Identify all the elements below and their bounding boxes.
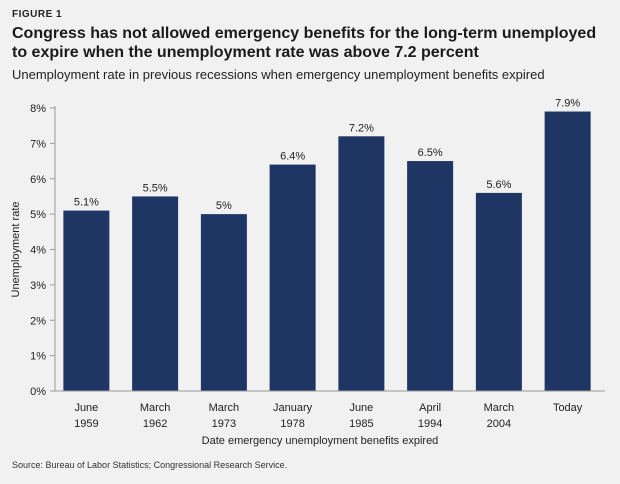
bar-value-label: 7.9% (555, 98, 580, 110)
figure-label: FIGURE 1 (12, 9, 63, 20)
source-note: Source: Bureau of Labor Statistics; Cong… (12, 460, 288, 470)
x-tick-label: March (140, 402, 171, 414)
bar-value-label: 5.5% (143, 182, 168, 194)
x-tick-label: April (419, 402, 441, 414)
y-tick-label: 5% (30, 209, 46, 221)
y-axis-label: Unemployment rate (10, 202, 22, 298)
x-tick-label: Today (553, 402, 583, 414)
bar (338, 136, 385, 391)
y-axis: 0% 1% 2% 3% 4% 5% 6% 7% 8% (30, 103, 56, 398)
y-tick-label: 2% (30, 315, 46, 327)
x-tick-label: 2004 (487, 418, 511, 430)
x-tick-label: 1978 (280, 418, 304, 430)
x-tick-label: June (74, 402, 98, 414)
x-tick-label: March (484, 402, 515, 414)
x-axis-label: Date emergency unemployment benefits exp… (202, 435, 439, 447)
y-tick-label: 1% (30, 351, 46, 363)
y-tick-label: 6% (30, 174, 46, 186)
bar-value-label: 6.5% (418, 147, 443, 159)
y-tick-label: 4% (30, 245, 46, 257)
x-tick-label: 1973 (212, 418, 236, 430)
bar (200, 214, 247, 391)
x-tick-label: January (273, 402, 313, 414)
chart-title-line-1: Congress has not allowed emergency benef… (12, 25, 597, 42)
bar-value-label: 5.1% (74, 197, 99, 209)
x-tick-label: 1962 (143, 418, 167, 430)
x-tick-label: 1985 (349, 418, 373, 430)
bar (407, 161, 454, 391)
x-tick-label: March (209, 402, 240, 414)
chart-subtitle: Unemployment rate in previous recessions… (12, 67, 545, 82)
bar (269, 164, 316, 391)
bar (475, 192, 522, 391)
bar-value-label: 6.4% (280, 151, 305, 163)
bar (132, 196, 179, 391)
bar-value-label: 7.2% (349, 122, 374, 134)
y-tick-label: 8% (30, 103, 46, 115)
x-axis: June 1959 March 1962 March 1973 January 1978 Jun… (55, 390, 605, 430)
x-tick-label: 1994 (418, 418, 442, 430)
bar-value-label: 5% (216, 200, 232, 212)
y-tick-label: 3% (30, 280, 46, 292)
bar-value-label: 5.6% (486, 179, 511, 191)
y-tick-label: 7% (30, 138, 46, 150)
x-tick-label: 1959 (74, 418, 98, 430)
bar (544, 111, 591, 391)
bars: 5.1% 5.5% 5% 6.4% 7.2% 6.5% 5.6% 7.9% (63, 98, 591, 391)
bar (63, 210, 110, 391)
y-tick-label: 0% (30, 386, 46, 398)
chart-title-line-2: to expire when the unemployment rate was… (12, 44, 479, 61)
chart-title: Congress has not allowed emergency benef… (12, 24, 612, 62)
x-tick-label: June (349, 402, 373, 414)
